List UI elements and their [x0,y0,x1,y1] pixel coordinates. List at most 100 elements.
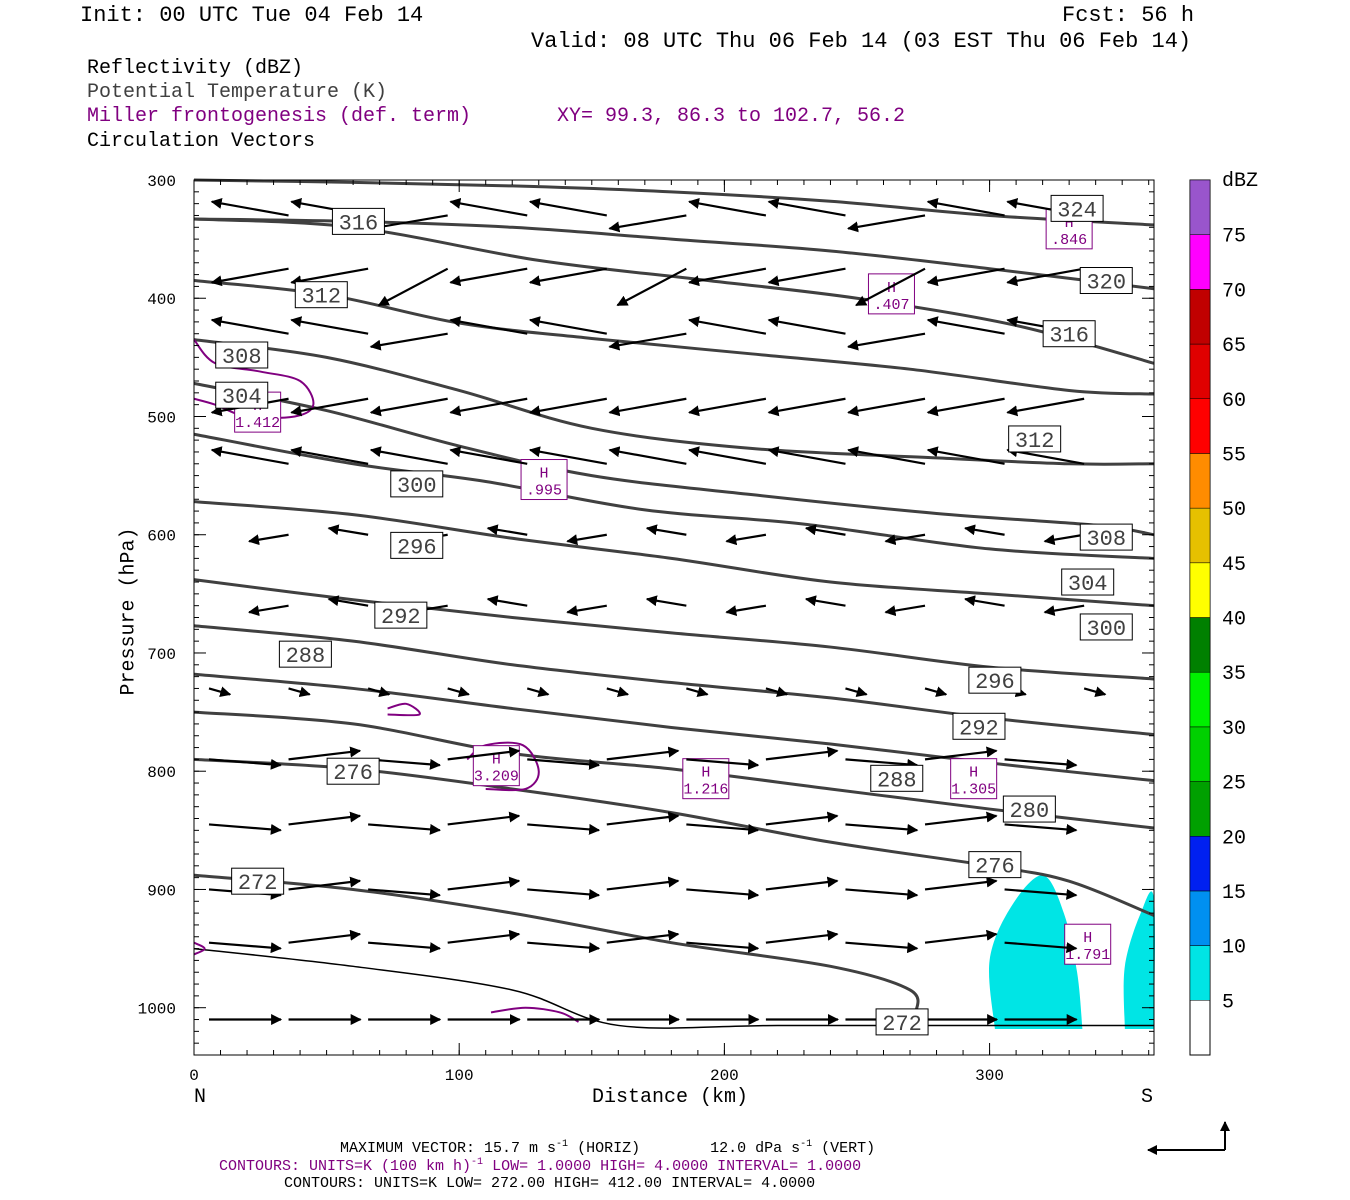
contour-label: 300 [397,474,437,499]
frontogenesis-contours: H.846H.407H1.412H.995H3.209H1.216H1.305H… [193,208,1112,1023]
x-tick-label: 0 [189,1067,199,1085]
legend-reflectivity: Reflectivity (dBZ) [87,57,304,80]
circulation-vectors [208,197,1107,1026]
colorbar-swatch [1189,562,1211,618]
y-tick-label: 600 [147,528,176,546]
contour-label-box [326,757,380,785]
contour-label-box [1079,267,1133,295]
circulation-vector [368,941,441,954]
circulation-vector [608,446,687,465]
circulation-vector [924,929,998,944]
circulation-vector [369,332,448,351]
footer-max-vector-vert: 12.0 dPa s [710,1140,801,1157]
maximum-label-box [520,459,568,501]
colorbar-swatch [1189,617,1211,673]
y-tick-label: 800 [147,764,176,782]
circulation-vector [765,929,839,944]
maximum-label-h: H [887,280,896,297]
maximum-label-value: .846 [1051,232,1087,249]
circulation-vector [606,686,630,698]
colorbar-swatch [1189,179,1211,235]
contour-label: 300 [1086,617,1126,642]
footer-contours-miller-sup: -1 [471,1157,484,1168]
footer-max-vector: MAXIMUM VECTOR: 15.7 m s-1 (HORIZ) 12.0 d… [340,1139,875,1157]
y-tick-label: 400 [147,291,176,309]
circulation-vector [1083,686,1107,698]
footer-max-vector-horiz: (HORIZ) [568,1140,641,1157]
circulation-vector [686,686,709,698]
colorbar-label: 65 [1222,335,1246,358]
circulation-vector [486,595,528,607]
circulation-vector [645,524,687,536]
x-tick-label: 100 [445,1067,474,1085]
maximum-label-value: 1.305 [951,782,996,799]
colorbar-unit: dBZ [1222,170,1259,193]
circulation-vector [765,746,839,761]
contour-label: 312 [1015,429,1055,454]
y-tick-label: 700 [147,646,176,664]
circulation-vector [528,197,607,217]
colorbar: 5 10 15 20 25 30 35 40 45 50 55 60 65 70 75 [1189,179,1246,1056]
y-tick-label: 500 [147,409,176,427]
circulation-vector [847,332,926,351]
footer-max-vector-text: MAXIMUM VECTOR: 15.7 m s [340,1140,557,1157]
circulation-vector [765,686,789,698]
contour-label-box [1061,568,1115,596]
circulation-vector [606,811,680,826]
contour-label-box [1008,425,1062,453]
contour-label: 272 [238,871,278,896]
circulation-vector [926,316,1005,335]
colorbar-label: 25 [1222,773,1246,796]
contour-label: 296 [975,670,1015,695]
y-tick-label: 900 [147,882,176,900]
circulation-vector [1006,397,1085,417]
circulation-vector [447,746,521,761]
circulation-vector [924,686,948,698]
colorbar-label: 75 [1222,226,1246,249]
circulation-vector [725,604,767,617]
circulation-vector [606,876,680,891]
maximum-label-h: H [540,466,549,483]
circulation-vector [884,533,926,546]
circulation-vector [1004,941,1078,954]
theta-contour-line [193,873,920,1021]
theta-contour-line [193,500,1155,608]
contour-label-box [968,851,1022,879]
footer-contours-miller-a: CONTOURS: UNITS=K (100 km h) [219,1158,472,1175]
contour-label: 276 [975,855,1015,880]
maximum-label-value: 1.412 [235,415,280,432]
circulation-vector [767,197,846,217]
circulation-vector [688,397,767,417]
circulation-vector [1006,267,1085,287]
circulation-vector [526,686,550,698]
circulation-vector [248,604,289,617]
theta-contour-line [193,381,1155,537]
circulation-vector [688,316,767,335]
contour-label: 288 [877,768,917,793]
circulation-vector [210,267,289,287]
colorbar-label: 15 [1222,882,1246,905]
circulation-vector [926,446,1005,465]
circulation-vector [210,197,289,217]
contour-label: 316 [1049,324,1089,349]
circulation-vector [964,524,1005,536]
contour-label: 320 [1086,271,1126,296]
contour-label-box [875,1008,929,1036]
colorbar-swatch [1189,836,1211,892]
contour-label-box [215,381,269,409]
circulation-vector [1043,533,1085,546]
contour-label: 276 [333,761,373,786]
frontogenesis-contour [193,941,206,956]
colorbar-swatch [1189,781,1211,837]
circulation-vector [208,823,282,835]
contour-label-box [390,531,444,559]
forecast-hour: Fcst: 56 h [1062,3,1195,28]
circulation-vector [447,811,521,826]
colorbar-label: 5 [1222,991,1234,1014]
circulation-vector [290,446,369,465]
contour-label-box [968,666,1022,694]
circulation-vector [845,941,919,954]
maximum-label-h: H [701,765,710,782]
footer-max-vector-vert2: (VERT) [812,1140,876,1157]
